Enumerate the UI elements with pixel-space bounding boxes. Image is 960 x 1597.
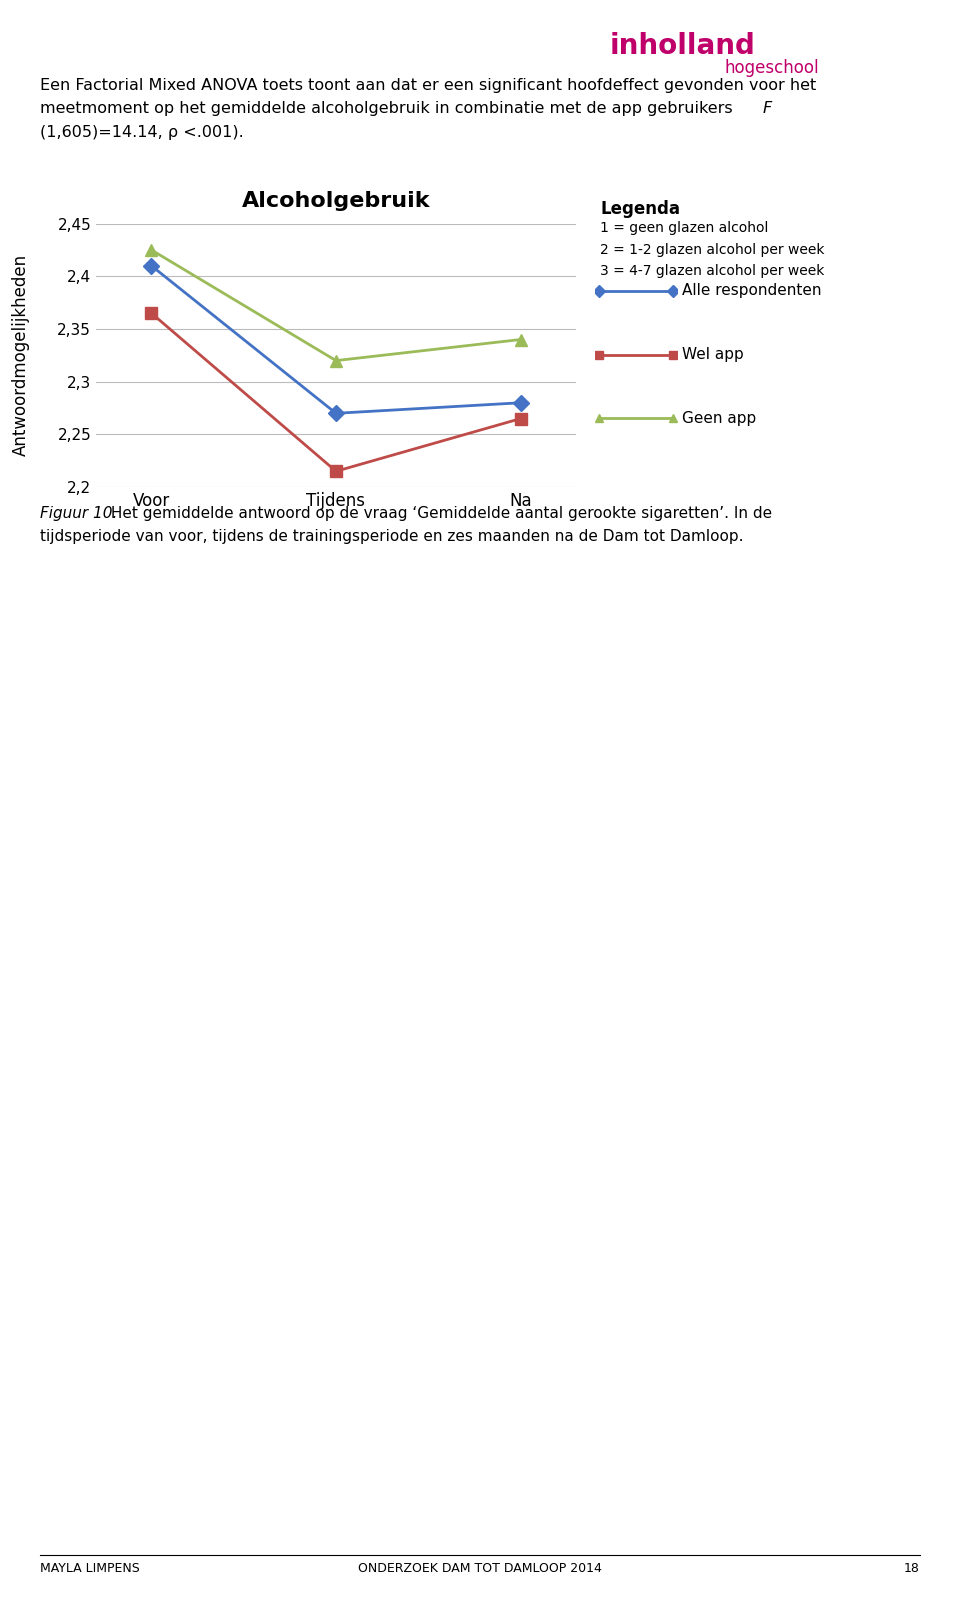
Alle respondenten [330, 404, 342, 423]
Text: Wel app: Wel app [682, 347, 743, 363]
Text: meetmoment op het gemiddelde alcoholgebruik in combinatie met de app gebruikers: meetmoment op het gemiddelde alcoholgebr… [40, 102, 738, 117]
Text: F: F [762, 102, 772, 117]
Text: hogeschool: hogeschool [725, 59, 820, 77]
Text: Legenda: Legenda [600, 200, 680, 217]
Text: inholland: inholland [610, 32, 756, 61]
Wel app [146, 303, 157, 323]
Line: Alle respondenten: Alle respondenten [146, 260, 526, 418]
Text: 2 = 1-2 glazen alcohol per week: 2 = 1-2 glazen alcohol per week [600, 243, 825, 257]
Alle respondenten [146, 256, 157, 275]
Text: Een Factorial Mixed ANOVA toets toont aan dat er een significant hoofdeffect gev: Een Factorial Mixed ANOVA toets toont aa… [40, 78, 817, 93]
Alle respondenten [515, 393, 526, 412]
Text: Antwoordmogelijkheden: Antwoordmogelijkheden [12, 254, 30, 455]
Text: 3 = 4-7 glazen alcohol per week: 3 = 4-7 glazen alcohol per week [600, 264, 825, 278]
Text: Geen app: Geen app [682, 410, 756, 426]
Geen app [515, 331, 526, 350]
Text: Het gemiddelde antwoord op de vraag ‘Gemiddelde aantal gerookte sigaretten’. In : Het gemiddelde antwoord op de vraag ‘Gem… [106, 506, 772, 521]
Line: Wel app: Wel app [146, 308, 526, 478]
Text: tijdsperiode van voor, tijdens de trainingsperiode en zes maanden na de Dam tot : tijdsperiode van voor, tijdens de traini… [40, 529, 744, 545]
Text: Figuur 10.: Figuur 10. [40, 506, 118, 521]
Text: 1 = geen glazen alcohol: 1 = geen glazen alcohol [600, 220, 768, 235]
Text: 18: 18 [903, 1562, 920, 1575]
Text: MAYLA LIMPENS: MAYLA LIMPENS [40, 1562, 140, 1575]
Wel app [330, 462, 342, 481]
Text: (1,605)=14.14, ρ <.001).: (1,605)=14.14, ρ <.001). [40, 125, 244, 139]
Text: ONDERZOEK DAM TOT DAMLOOP 2014: ONDERZOEK DAM TOT DAMLOOP 2014 [358, 1562, 602, 1575]
Wel app [515, 409, 526, 428]
Line: Geen app: Geen app [146, 244, 526, 366]
Geen app [146, 240, 157, 259]
Geen app [330, 351, 342, 371]
Title: Alcoholgebruik: Alcoholgebruik [242, 192, 430, 211]
Text: Alle respondenten: Alle respondenten [682, 283, 821, 299]
